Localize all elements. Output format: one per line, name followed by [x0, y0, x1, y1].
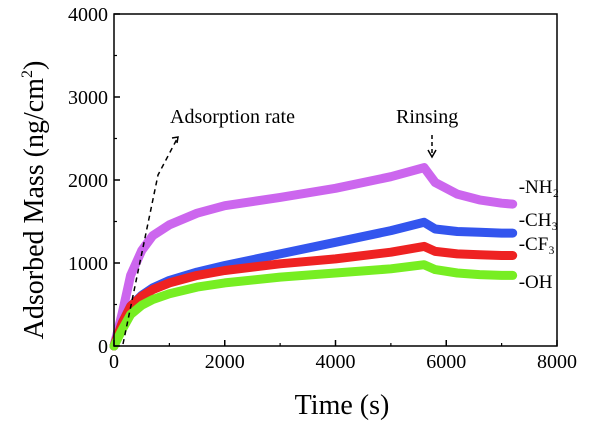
y-axis-title-main: Adsorbed Mass (ng/cm [19, 78, 50, 340]
x-tick-label: 2000 [205, 351, 245, 373]
y-tick-label: 1000 [68, 253, 108, 275]
series-label-nh: -NH₂ [519, 177, 559, 198]
series-layer [109, 163, 518, 351]
x-tick-label: 8000 [537, 351, 577, 373]
series-line-oh [109, 260, 518, 351]
y-tick-label: 0 [98, 336, 108, 358]
series-label-ch: -CH₃ [519, 210, 558, 231]
axes-layer [113, 13, 558, 347]
x-axis-title: Time (s) [295, 390, 390, 421]
plot-frame [113, 13, 558, 347]
rinsing-arrowhead [427, 149, 437, 159]
labels-layer: -NH₂ -CH₃ -CF₃ -OH [519, 177, 559, 293]
adsorption-rate-arrow [122, 136, 179, 345]
y-axis-title-superscript: 2 [19, 70, 36, 78]
ticks-layer: 0 2000 4000 6000 8000 0 1000 2000 3000 4000 [68, 4, 577, 373]
series-label-oh: -OH [519, 272, 553, 293]
y-tick-label: 4000 [68, 4, 108, 26]
annotation-rinsing: Rinsing [396, 106, 458, 128]
x-tick-label: 6000 [426, 351, 466, 373]
series-line-cf [109, 241, 518, 351]
y-axis-title-close: ) [19, 61, 50, 70]
x-tick-label: 4000 [316, 351, 356, 373]
series-line-nh [109, 163, 518, 351]
series-label-cf: -CF₃ [519, 234, 555, 255]
y-tick-label: 3000 [68, 87, 108, 109]
adsorption-rate-arrowhead [171, 136, 179, 144]
x-tick-label: 0 [109, 351, 119, 373]
y-tick-label: 2000 [68, 170, 108, 192]
annotation-adsorption-rate: Adsorption rate [170, 106, 295, 128]
y-axis-title: Adsorbed Mass (ng/cm2) [19, 61, 50, 340]
